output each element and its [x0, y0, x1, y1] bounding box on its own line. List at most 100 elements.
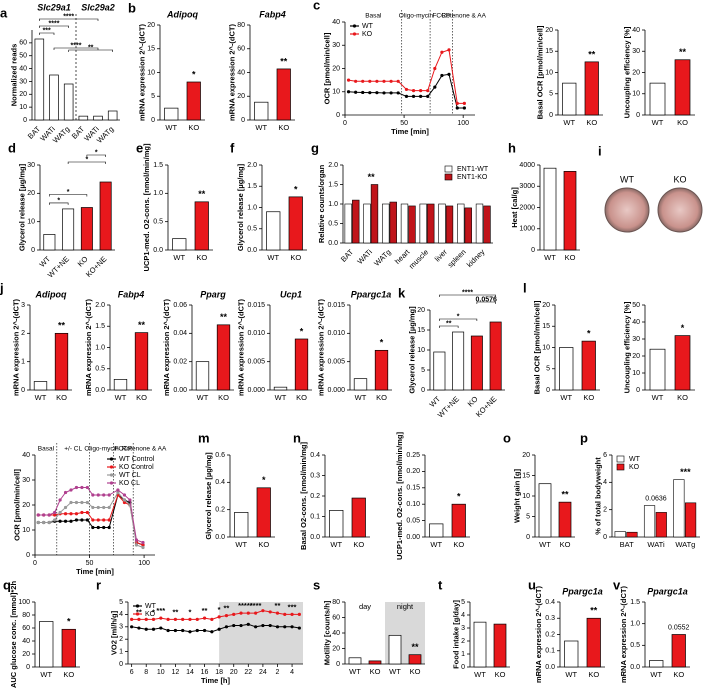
legend-label: WT CL — [119, 472, 141, 479]
y-axis-label: mRNA expression 2^-(dCT) — [138, 23, 147, 121]
line-point — [195, 628, 199, 633]
line-point — [53, 510, 57, 515]
line-point — [404, 94, 409, 98]
significance-label: ** — [280, 56, 288, 66]
line-point — [42, 520, 46, 525]
y-tick-label: 0.0 — [545, 664, 555, 671]
x-tick-label: 50 — [400, 120, 408, 127]
x-tick-label: WT — [539, 540, 551, 549]
x-tick-label: KO — [188, 123, 199, 132]
bar — [54, 332, 69, 391]
bar — [674, 59, 691, 116]
panel-letter: g — [311, 140, 319, 155]
x-tick-label: WT — [275, 393, 287, 402]
line-point — [63, 490, 68, 495]
y-tick-label: 10 — [632, 91, 640, 98]
line-point — [85, 485, 89, 490]
line-point — [181, 617, 185, 621]
bar — [113, 379, 128, 391]
significance-label: ** — [172, 607, 178, 616]
line-point — [58, 510, 62, 515]
line-point — [217, 615, 221, 619]
y-tick-label: 10 — [632, 370, 640, 377]
y-tick-label: 15 — [545, 48, 553, 55]
x-tick-label: KO — [583, 393, 594, 402]
y-tick-label: 80 — [22, 612, 30, 619]
bar — [655, 512, 667, 538]
panel-letter: e — [136, 140, 143, 155]
legend-label: KO CL — [119, 480, 140, 487]
x-tick-label: 4 — [290, 669, 294, 676]
y-tick-label: 40 — [332, 19, 340, 26]
y-tick-label: 0.2 — [310, 493, 320, 500]
y-tick-label: 0.000 — [247, 387, 265, 394]
y-tick-label: 0.0 — [247, 247, 257, 254]
line-point — [85, 518, 89, 522]
x-tick-label: 20 — [230, 669, 238, 676]
phase-label: Basal — [365, 13, 382, 20]
y-axis-label: Basal OCR [pmol/min/cell] — [536, 25, 545, 119]
line-point — [151, 627, 156, 631]
chart-title: Ppargc1a — [351, 289, 392, 299]
y-tick-label: 10 — [27, 219, 35, 226]
significance-label: *** — [680, 467, 691, 477]
line-point — [346, 78, 351, 82]
bar — [368, 660, 382, 665]
x-tick-label: WT — [115, 393, 127, 402]
line-point — [134, 543, 139, 547]
y-tick-label: 50 — [632, 302, 640, 309]
bar — [673, 479, 685, 538]
legend-label: KO — [629, 464, 640, 471]
bar — [389, 201, 397, 244]
line-point — [69, 500, 73, 505]
bracket-label: * — [457, 313, 460, 320]
y-tick-label: 40 — [632, 27, 640, 34]
bar — [363, 203, 371, 244]
line-point — [137, 617, 141, 621]
x-tick-label: KO — [466, 394, 480, 408]
y-tick-label: 0 — [336, 661, 340, 668]
y-tick-label: 0 — [336, 112, 340, 119]
bar — [329, 510, 344, 538]
y-tick-label: 10 — [332, 89, 340, 96]
y-tick-label: 0 — [549, 112, 553, 119]
y-axis-label: Basal O2-cons. [nmol/min/mg] — [299, 442, 308, 550]
x-tick-label: WT — [389, 667, 401, 676]
x-tick-label: WT — [349, 667, 361, 676]
line-point — [96, 505, 100, 510]
line-point — [36, 513, 40, 517]
line-point — [224, 614, 229, 618]
phase-label: Oligo-mycin — [84, 446, 119, 453]
legend-swatch — [135, 604, 140, 608]
significance-label: * — [587, 329, 591, 339]
x-tick-label: KO — [196, 253, 207, 262]
y-tick-label: 20 — [147, 22, 155, 29]
y-tick-label: 1.5 — [328, 181, 338, 188]
y-tick-label: 0.005 — [247, 359, 265, 366]
y-tick-label: 40 — [22, 452, 30, 459]
y-axis-label: Uncoupling efficiency [%] — [623, 26, 632, 118]
line-point — [80, 485, 84, 490]
y-axis-label: Basal OCR [pmol/min/cell] — [533, 300, 542, 394]
bar — [288, 196, 303, 251]
y-tick-label: 2.0 — [328, 162, 338, 169]
bar — [438, 203, 446, 244]
line-point — [368, 79, 372, 83]
line-point — [382, 79, 386, 83]
x-tick-label: kidney — [465, 247, 487, 269]
y-tick-label: 0 — [546, 387, 550, 394]
y-tick-label: 0 — [531, 247, 535, 254]
line-point — [166, 628, 170, 633]
y-tick-label: 0 — [119, 661, 123, 668]
bar — [273, 386, 288, 391]
line-point — [455, 101, 459, 105]
bar — [374, 349, 389, 391]
bar — [674, 335, 691, 391]
line-point — [122, 500, 127, 505]
y-tick-label: 0.015 — [327, 302, 345, 309]
y-axis-label: mRNA expression 2^-(dCT) — [316, 298, 325, 396]
line-point — [122, 493, 127, 497]
line-point — [404, 87, 409, 92]
legend-swatch — [109, 473, 114, 477]
